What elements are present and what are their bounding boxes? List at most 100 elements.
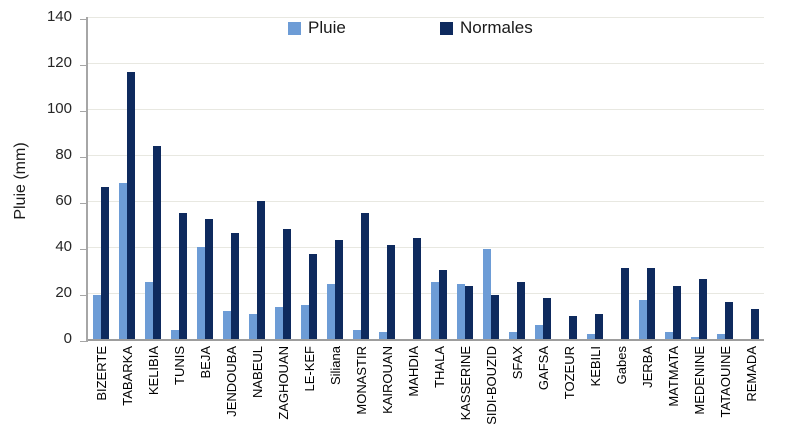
gridline xyxy=(88,247,764,248)
bar-pluie-beja xyxy=(197,247,205,339)
bar-normales-le-kef xyxy=(309,253,317,339)
bar-pluie-kebili xyxy=(587,334,595,339)
bar-pluie-thala xyxy=(431,281,439,339)
x-category-label: KASSERINE xyxy=(457,346,473,421)
bar-normales-remada xyxy=(751,309,759,339)
bar-pluie-tataouine xyxy=(717,334,725,339)
bar-pluie-jerba xyxy=(639,299,647,339)
x-category-label: TUNIS xyxy=(171,346,187,385)
bar-normales-tabarka xyxy=(127,72,135,339)
y-tick-mark xyxy=(80,294,88,296)
x-category-label: MAHDIA xyxy=(405,346,421,397)
y-tick-mark xyxy=(80,340,88,342)
x-category-label: MATMATA xyxy=(665,346,681,407)
bar-normales-medenine xyxy=(699,279,707,339)
x-category-label: REMADA xyxy=(743,346,759,402)
bar-pluie-tunis xyxy=(171,329,179,339)
bar-pluie-sidi-bouzid xyxy=(483,249,491,339)
bar-normales-siliana xyxy=(335,240,343,339)
legend-swatch-pluie-icon xyxy=(288,21,301,35)
x-category-label: TOZEUR xyxy=(561,346,577,400)
legend-swatch-normales-icon xyxy=(440,21,453,35)
bar-pluie-kelibia xyxy=(145,281,153,339)
x-category-label: GAFSA xyxy=(535,346,551,391)
gridline xyxy=(88,63,764,64)
y-axis-line xyxy=(86,17,88,341)
bar-pluie-kasserine xyxy=(457,283,465,339)
gridline xyxy=(88,201,764,202)
x-category-label: SIDI-BOUZID xyxy=(483,346,499,425)
x-category-label: ZAGHOUAN xyxy=(275,346,291,420)
x-category-label: Gabes xyxy=(613,346,629,385)
bar-pluie-medenine xyxy=(691,336,699,339)
bar-normales-kelibia xyxy=(153,145,161,339)
bar-normales-kebili xyxy=(595,313,603,339)
bar-pluie-kairouan xyxy=(379,332,387,339)
x-category-label: LE-KEF xyxy=(301,346,317,392)
bar-normales-bizerte xyxy=(101,187,109,339)
legend-label-normales: Normales xyxy=(460,18,533,37)
y-tick-mark xyxy=(80,18,88,20)
bar-normales-sidi-bouzid xyxy=(491,295,499,339)
y-tick-mark xyxy=(80,248,88,250)
bar-normales-nabeul xyxy=(257,201,265,339)
y-tick-label: 120 xyxy=(46,54,72,71)
bar-normales-matmata xyxy=(673,286,681,339)
bar-pluie-nabeul xyxy=(249,313,257,339)
bar-normales-kasserine xyxy=(465,286,473,339)
x-category-label: MEDENINE xyxy=(691,346,707,415)
bar-pluie-bizerte xyxy=(93,295,101,339)
gridline xyxy=(88,109,764,110)
y-tick-label: 100 xyxy=(46,100,72,117)
bar-pluie-sfax xyxy=(509,332,517,339)
x-category-label: MONASTIR xyxy=(353,346,369,415)
y-tick-label: 140 xyxy=(46,8,72,25)
x-category-label: THALA xyxy=(431,346,447,388)
x-category-label: BIZERTE xyxy=(93,346,109,401)
gridline xyxy=(88,155,764,156)
bar-normales-kairouan xyxy=(387,244,395,339)
bar-normales-zaghouan xyxy=(283,228,291,339)
y-axis-labels: 0 20 40 60 80 100 120 140 xyxy=(0,9,72,347)
bar-normales-gabes xyxy=(621,267,629,339)
gridline xyxy=(88,293,764,294)
x-category-label: NABEUL xyxy=(249,346,265,399)
bar-pluie-zaghouan xyxy=(275,306,283,339)
y-axis-ticks xyxy=(80,17,88,342)
bar-normales-thala xyxy=(439,270,447,339)
bar-normales-monastir xyxy=(361,212,369,339)
plot-area xyxy=(88,17,764,341)
y-tick-label: 20 xyxy=(55,284,72,301)
legend-item-pluie: Pluie xyxy=(288,18,346,38)
bar-normales-tozeur xyxy=(569,316,577,339)
bar-normales-jendouba xyxy=(231,233,239,339)
y-tick-label: 80 xyxy=(55,146,72,163)
y-tick-label: 60 xyxy=(55,192,72,209)
y-tick-mark xyxy=(80,202,88,204)
bar-normales-beja xyxy=(205,219,213,339)
y-tick-label: 40 xyxy=(55,238,72,255)
x-category-label: BEJA xyxy=(197,346,213,379)
bar-pluie-matmata xyxy=(665,332,673,339)
gridline xyxy=(88,17,764,18)
bar-normales-sfax xyxy=(517,281,525,339)
x-category-label: TATAOUINE xyxy=(717,346,733,418)
bar-pluie-tabarka xyxy=(119,182,127,339)
y-tick-label: 0 xyxy=(63,330,72,347)
bar-normales-jerba xyxy=(647,267,655,339)
x-category-label: TABARKA xyxy=(119,346,135,406)
bar-pluie-le-kef xyxy=(301,304,309,339)
x-category-label: KELIBIA xyxy=(145,346,161,396)
legend-label-pluie: Pluie xyxy=(308,18,346,37)
bar-pluie-monastir xyxy=(353,329,361,339)
x-category-label: Siliana xyxy=(327,346,343,386)
y-tick-mark xyxy=(80,64,88,66)
bar-pluie-siliana xyxy=(327,283,335,339)
x-axis-labels: BIZERTE TABARKA KELIBIA TUNIS BEJA JENDOUBA NA… xyxy=(88,343,764,443)
x-category-label: KEBILI xyxy=(587,346,603,387)
bar-normales-mahdia xyxy=(413,237,421,339)
bar-normales-tataouine xyxy=(725,302,733,339)
bar-normales-tunis xyxy=(179,212,187,339)
bar-pluie-jendouba xyxy=(223,311,231,339)
